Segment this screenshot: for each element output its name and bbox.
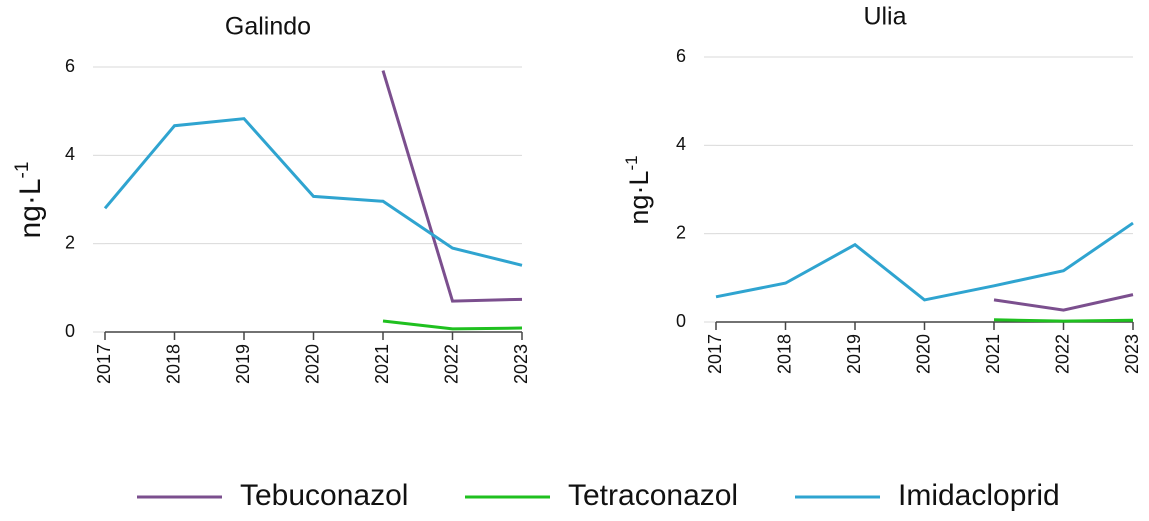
x-tick-label: 2022 xyxy=(1052,334,1072,374)
y-tick-label: 2 xyxy=(676,222,686,242)
x-tick-label: 2017 xyxy=(705,334,725,374)
y-axis-label: ng·L-1 xyxy=(622,155,654,224)
y-label-text: ng·L xyxy=(624,171,654,225)
x-tick-label: 2019 xyxy=(844,334,864,374)
series-line xyxy=(382,319,523,331)
x-tick-label: 2021 xyxy=(983,334,1003,374)
legend-label: Imidacloprid xyxy=(898,479,1060,512)
y-label-superscript: -1 xyxy=(622,155,641,170)
y-axis-label: ng·L-1 xyxy=(12,162,47,239)
y-tick-label: 0 xyxy=(676,311,686,331)
x-tick-label: 2020 xyxy=(913,334,933,374)
series-line xyxy=(993,293,1134,312)
y-label-superscript: -1 xyxy=(12,162,33,179)
y-tick-label: 4 xyxy=(65,144,75,164)
x-tick-label: 2018 xyxy=(774,334,794,374)
y-tick-label: 6 xyxy=(676,46,686,66)
x-tick-label: 2021 xyxy=(372,344,392,384)
x-tick-label: 2017 xyxy=(94,344,114,384)
x-tick-label: 2018 xyxy=(163,344,183,384)
series-line xyxy=(103,117,523,267)
x-tick-label: 2019 xyxy=(233,344,253,384)
y-tick-label: 6 xyxy=(65,56,75,76)
series-line xyxy=(381,70,523,303)
x-tick-label: 2023 xyxy=(1122,334,1142,374)
x-tick-label: 2022 xyxy=(441,344,461,384)
y-label-text: ng·L xyxy=(14,178,47,238)
legend-label: Tetraconazol xyxy=(568,479,738,512)
x-tick-label: 2023 xyxy=(511,344,531,384)
legend-label: Tebuconazol xyxy=(240,479,408,512)
series-line xyxy=(993,318,1134,323)
x-tick-label: 2020 xyxy=(302,344,322,384)
chart-title: Ulia xyxy=(863,3,906,31)
series-line xyxy=(715,221,1134,302)
y-tick-label: 0 xyxy=(65,321,75,341)
chart-title: Galindo xyxy=(225,13,311,41)
y-tick-label: 2 xyxy=(65,232,75,252)
y-tick-label: 4 xyxy=(676,134,686,154)
